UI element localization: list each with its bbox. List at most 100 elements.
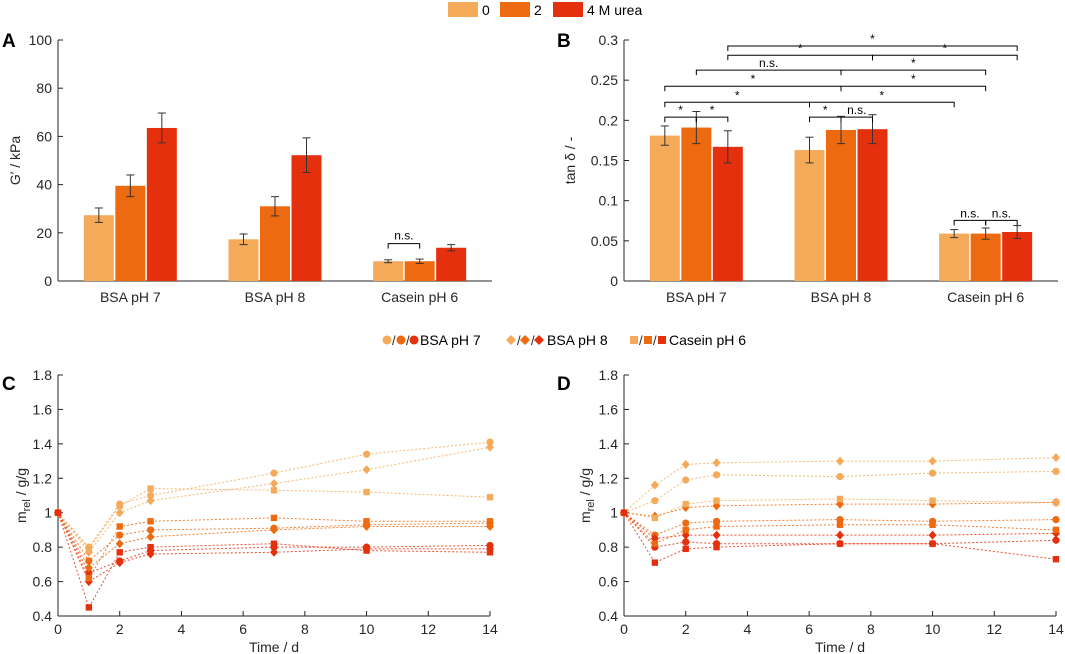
- x-tick-label: Casein pH 6: [381, 289, 458, 305]
- significance-bracket: [872, 54, 1018, 61]
- x-tick-label: 10: [359, 621, 375, 637]
- significance-bracket: [840, 85, 987, 92]
- legend-label-2: 2: [534, 2, 542, 18]
- data-point: [712, 458, 721, 468]
- bar: [826, 129, 856, 281]
- y-tick-label: 1.6: [599, 401, 619, 417]
- data-point: [929, 540, 936, 547]
- y-tick-label: 0.1: [599, 193, 619, 209]
- panel-a: 0 20 40 60 80 100 G′ / kPa A BSA pH 7 BSA pH 8 Cas…: [2, 31, 492, 305]
- data-point: [928, 469, 937, 477]
- legend-sep: /: [406, 333, 410, 348]
- panel-letter: A: [2, 31, 16, 52]
- bar: [970, 233, 1001, 281]
- legend-top: 0 2 4 M urea: [448, 2, 642, 18]
- data-point: [836, 495, 844, 503]
- data-point: [270, 478, 278, 488]
- significance-label: *: [798, 41, 803, 55]
- legend-swatch-4m-urea: [553, 2, 583, 17]
- data-point: [486, 518, 494, 525]
- y-tick-label: 1.8: [33, 367, 53, 383]
- bar: [939, 233, 970, 281]
- data-point: [363, 488, 370, 496]
- data-point: [85, 545, 93, 553]
- y-tick-label: 0.05: [591, 233, 618, 249]
- significance-label: *: [823, 103, 828, 117]
- y-tick-label: 80: [36, 80, 52, 96]
- bar: [649, 135, 680, 281]
- legend-label-bsa-ph7: BSA pH 7: [420, 332, 481, 348]
- significance-label: n.s.: [992, 206, 1011, 220]
- y-tick-label: 0.4: [599, 608, 619, 624]
- legend-swatch-0: [448, 2, 478, 17]
- data-point: [363, 547, 370, 554]
- x-tick-label: 10: [925, 621, 941, 637]
- data-point: [836, 456, 844, 466]
- legend-casein-marker-2: [644, 336, 652, 344]
- data-point: [85, 574, 93, 582]
- data-point: [682, 500, 689, 508]
- data-point: [928, 530, 937, 540]
- significance-bracket: [664, 101, 810, 108]
- data-point: [650, 480, 659, 490]
- data-point: [146, 496, 155, 506]
- significance-label: *: [911, 56, 916, 70]
- panel-d: 0.4 0.6 0.8 1 1.2 1.4 1.6 1.8 0 2 4 6 8 10 12 14 Time / …: [557, 367, 1064, 654]
- data-point: [85, 604, 93, 611]
- y-tick-label: 0.3: [599, 32, 619, 48]
- data-point: [270, 487, 278, 494]
- y-tick-label: 0.6: [33, 574, 53, 590]
- data-point: [681, 460, 690, 470]
- y-tick-label: 0.8: [599, 539, 619, 555]
- data-point: [116, 523, 123, 530]
- legend-sep: /: [639, 333, 643, 348]
- data-point: [116, 549, 123, 556]
- x-tick-label: BSA pH 8: [811, 289, 872, 305]
- y-tick-label: 0.2: [599, 112, 619, 128]
- bar: [373, 261, 404, 281]
- x-tick-label: 2: [116, 621, 124, 637]
- y-axis-label: G′ / kPa: [7, 136, 23, 186]
- data-point: [270, 525, 278, 535]
- y-tick-label: 0.8: [33, 539, 53, 555]
- x-tick-label: 6: [805, 621, 813, 637]
- legend-bsa8-marker-0: [506, 335, 516, 345]
- significance-bracket: [809, 101, 955, 108]
- x-tick-label: 14: [482, 621, 498, 637]
- y-axis-label: mrel / g/g: [577, 468, 597, 523]
- bar: [794, 150, 825, 281]
- significance-bracket: [387, 243, 421, 249]
- significance-bracket: [664, 116, 697, 123]
- data-point: [682, 545, 689, 553]
- data-point: [147, 485, 154, 492]
- data-point: [115, 508, 124, 518]
- significance-label: *: [870, 32, 875, 46]
- y-tick-label: 0.15: [591, 153, 618, 169]
- x-tick-label: 14: [1048, 621, 1064, 637]
- data-point: [146, 549, 155, 559]
- data-point: [146, 532, 155, 542]
- y-axis-label: mrel / g/g: [13, 468, 33, 523]
- data-point: [115, 558, 124, 568]
- data-point: [651, 540, 659, 547]
- x-tick-label: 12: [420, 621, 436, 637]
- x-tick-label: 0: [54, 621, 62, 637]
- bar: [228, 239, 259, 281]
- y-tick-label: 0.6: [599, 574, 619, 590]
- data-point: [1052, 526, 1060, 534]
- data-point: [146, 526, 155, 534]
- significance-label: n.s.: [394, 229, 413, 243]
- legend-sep: /: [653, 333, 657, 348]
- significance-label: *: [879, 88, 884, 102]
- panel-letter: B: [557, 31, 571, 52]
- data-point: [362, 450, 371, 458]
- data-point: [486, 438, 494, 446]
- data-point: [1052, 536, 1060, 544]
- legend-label-bsa-ph8: BSA pH 8: [547, 332, 608, 348]
- data-point: [146, 491, 155, 500]
- x-tick-label: Casein pH 6: [947, 289, 1024, 305]
- significance-bracket: [727, 45, 1018, 52]
- data-point: [712, 471, 721, 479]
- data-point: [270, 469, 278, 477]
- y-tick-label: 40: [36, 177, 52, 193]
